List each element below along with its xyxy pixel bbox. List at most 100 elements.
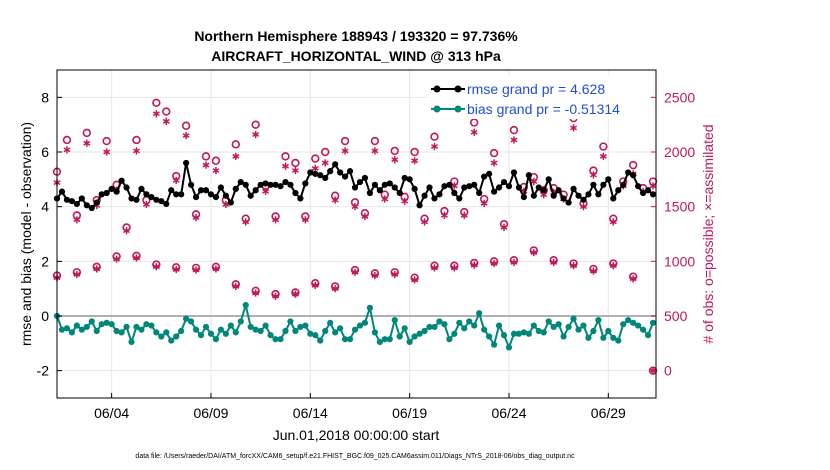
obs-assim-point-55-stroke-2 [599, 153, 607, 159]
data-file-footer: data file: /Users/raeder/DAI/ATM_forcXX/… [135, 453, 575, 460]
rmse-point-92 [510, 169, 518, 176]
bias-point-106 [580, 322, 587, 329]
bias-point-120 [649, 319, 657, 326]
rmse-point-32 [212, 194, 220, 201]
rmse-point-13 [118, 177, 125, 184]
rmse-point-119 [644, 187, 652, 194]
obs-assim-low-point-27-stroke-2 [589, 268, 597, 274]
obs-assim-low-point-9-stroke-2 [232, 284, 240, 289]
bias-series [53, 301, 657, 351]
rmse-point-110 [600, 181, 607, 188]
bias-point-92 [510, 330, 518, 337]
rmse-point-83 [466, 183, 473, 190]
rmse-point-54 [322, 174, 329, 182]
bias-point-119 [644, 332, 652, 339]
rmse-point-103 [565, 199, 572, 206]
bias-point-66 [381, 336, 388, 343]
obs-assim-point-32-stroke-2 [371, 148, 379, 154]
obs-assim-low-point-5-stroke-2 [152, 264, 160, 270]
bias-point-13 [118, 329, 125, 336]
obs-assim-low-point-26 [570, 262, 578, 270]
rmse-point-96 [530, 192, 537, 199]
bias-point-70 [401, 325, 408, 332]
rmse-point-88 [490, 188, 498, 195]
bias-point-43 [267, 332, 274, 339]
bias-point-4 [73, 322, 80, 329]
bias-point-50 [302, 322, 309, 329]
x-tick-label-2: 06/14 [293, 405, 328, 421]
obs-possible-point-29 [340, 136, 350, 146]
rmse-point-99 [545, 176, 552, 183]
bias-point-116 [630, 319, 637, 326]
bias-point-86 [481, 326, 488, 333]
rmse-point-104 [570, 185, 577, 192]
bias-point-114 [620, 321, 627, 328]
obs-assim-low-point-10 [252, 289, 260, 297]
bias-point-28 [192, 326, 200, 333]
bias-point-45 [277, 336, 284, 343]
rmse-point-64 [371, 181, 378, 188]
obs-assim-low-point-22 [490, 259, 498, 268]
bias-point-7 [88, 318, 95, 325]
bias-point-42 [262, 322, 269, 329]
bias-point-75 [426, 323, 433, 331]
bias-point-91 [505, 344, 513, 351]
rmse-point-3 [68, 198, 76, 205]
bias-point-47 [287, 318, 294, 325]
rmse-point-60 [351, 184, 359, 191]
plot-area [57, 70, 656, 398]
obs-assim-point-31 [361, 212, 369, 221]
bias-point-56 [332, 329, 339, 336]
rmse-point-14 [123, 184, 130, 191]
rmse-point-12 [113, 188, 120, 195]
obs-assim-point-22 [272, 216, 280, 224]
obs-assim-low-point-19-stroke-2 [430, 265, 438, 271]
rmse-point-55 [327, 168, 334, 175]
bias-point-21 [158, 333, 165, 340]
obs-assim-point-34-stroke-2 [391, 157, 399, 163]
obs-assim-low-point-16-stroke-2 [371, 273, 379, 278]
obs-assim-point-1 [63, 146, 71, 154]
rmse-point-47 [287, 181, 294, 188]
obs-possible-point-36 [410, 147, 419, 157]
obs-assim-point-43 [480, 199, 488, 207]
bias-point-48 [292, 327, 299, 335]
rmse-point-79 [446, 181, 453, 188]
legend-bias-marker-2 [454, 105, 462, 113]
obs-assim-point-18-stroke-2 [232, 153, 240, 159]
obs-assim-point-27 [321, 159, 329, 167]
obs-assim-low-point-17 [391, 270, 399, 279]
obs-assim-point-35-stroke-2 [401, 198, 409, 204]
obs-assim-point-42-stroke-2 [470, 129, 478, 135]
obs-assim-point-39 [440, 211, 448, 220]
rmse-point-71 [406, 176, 413, 183]
bias-point-74 [421, 327, 428, 335]
obs-assim-low-point-23 [510, 258, 518, 267]
obs-assim-point-44-stroke-2 [490, 160, 498, 166]
rmse-point-72 [411, 185, 418, 192]
bias-point-62 [361, 319, 369, 326]
rmse-point-15 [128, 195, 135, 202]
obs-assim-point-46 [510, 136, 518, 144]
bias-point-98 [540, 329, 547, 336]
rmse-point-59 [346, 168, 354, 175]
obs-assim-point-22-stroke-2 [272, 217, 280, 223]
bias-point-94 [520, 329, 527, 336]
bias-point-109 [595, 317, 602, 324]
obs-possible-point-38 [430, 132, 439, 141]
obs-assim-point-29-stroke-2 [341, 148, 349, 154]
rmse-point-24 [173, 191, 180, 198]
bias-point-14 [123, 323, 130, 331]
bias-point-103 [565, 323, 572, 331]
obs-assim-low-point-20 [450, 264, 458, 272]
bias-point-63 [366, 304, 374, 311]
bias-point-51 [307, 330, 314, 337]
bias-point-84 [471, 322, 478, 329]
rmse-point-118 [639, 189, 647, 197]
obs-assim-point-5-stroke-2 [103, 149, 111, 155]
rmse-point-4 [73, 200, 80, 208]
bias-point-15 [128, 338, 135, 346]
obs-assim-point-24 [291, 166, 299, 175]
rmse-point-44 [272, 181, 279, 188]
